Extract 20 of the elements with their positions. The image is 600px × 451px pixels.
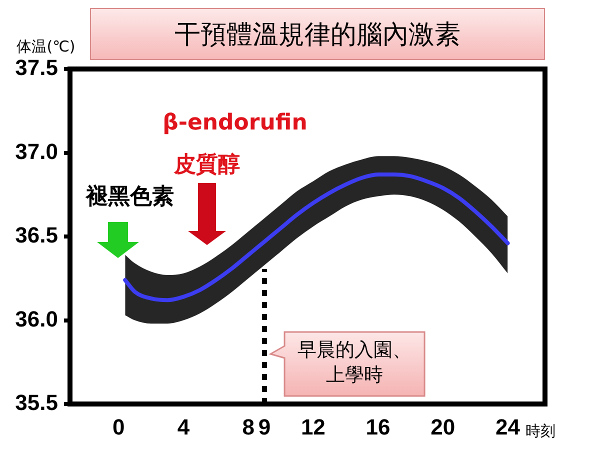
- x-tick-label: 4: [177, 414, 190, 440]
- x-tick-label: 0: [112, 414, 125, 440]
- annotation: 褪黑色素: [85, 184, 174, 210]
- chart-title: 干預體溫規律的腦內激素: [90, 8, 545, 60]
- x-tick-label: 12: [300, 414, 326, 440]
- y-tick-label: 36.0: [15, 306, 58, 332]
- ref-line-label: 早晨的入園、上學時: [298, 338, 412, 386]
- y-tick-label: 36.5: [15, 222, 58, 248]
- x-tick-label: 9: [258, 414, 271, 440]
- y-tick-label: 35.5: [15, 390, 58, 416]
- annotation: β-endorufin: [162, 110, 308, 136]
- y-axis-title: 体温(℃): [16, 37, 76, 56]
- y-tick-label: 37.0: [15, 138, 58, 164]
- x-tick-label: 16: [366, 414, 390, 440]
- x-axis-title: 時刻: [526, 422, 556, 440]
- x-tick-label: 20: [430, 414, 456, 440]
- annotation: 皮質醇: [173, 152, 240, 178]
- y-tick-label: 37.5: [15, 55, 58, 80]
- x-tick-label: 8: [242, 414, 254, 440]
- x-tick-label: 24: [495, 414, 521, 440]
